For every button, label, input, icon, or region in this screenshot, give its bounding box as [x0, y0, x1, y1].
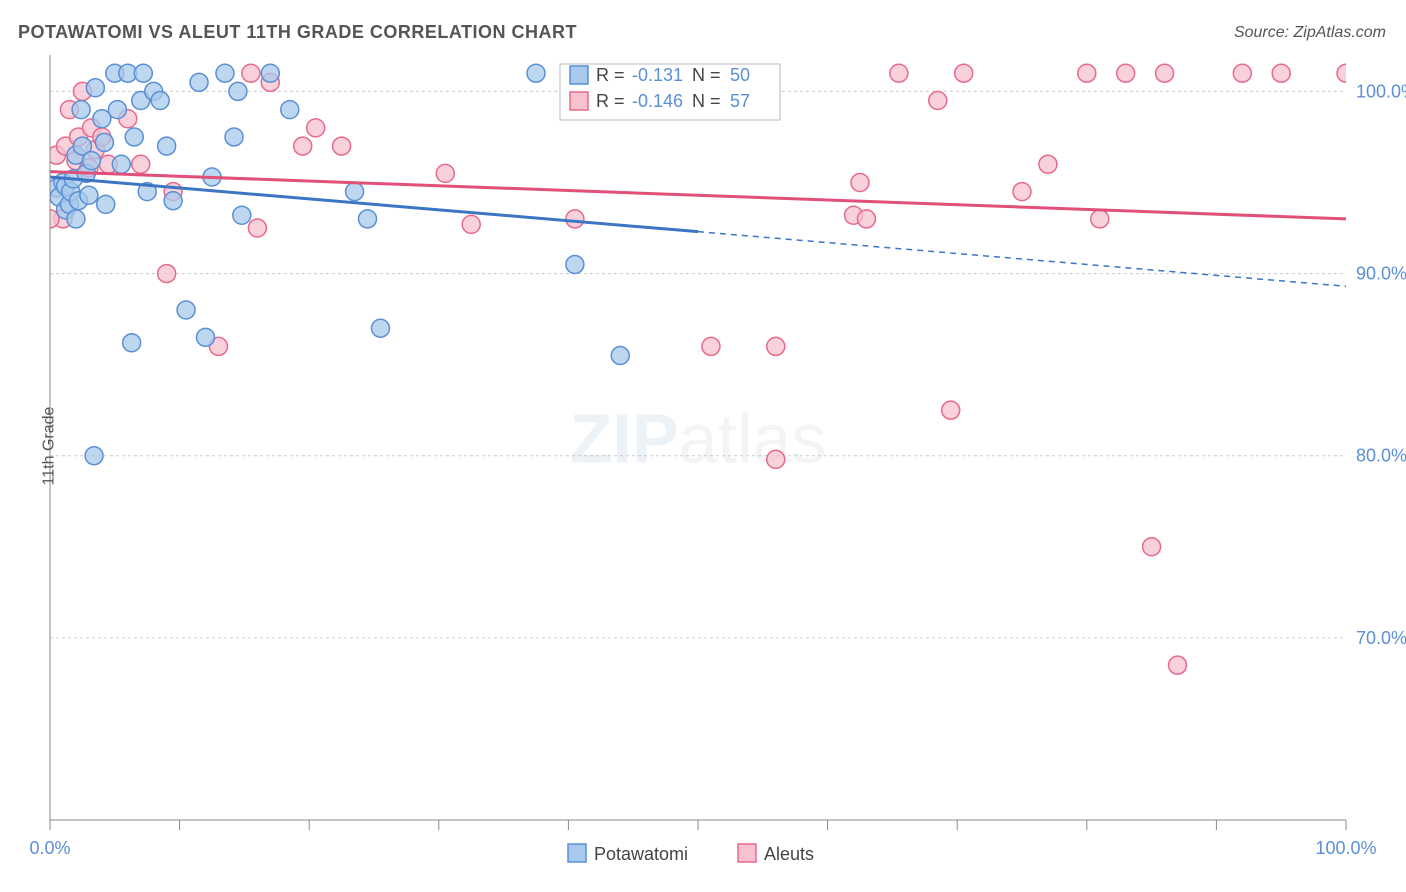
bottom-legend-swatch [738, 844, 756, 862]
data-point [108, 101, 126, 119]
legend-swatch [570, 92, 588, 110]
data-point [566, 210, 584, 228]
x-tick-label: 0.0% [29, 838, 70, 858]
data-point [1337, 64, 1355, 82]
y-tick-label: 100.0% [1356, 81, 1406, 101]
data-point [890, 64, 908, 82]
data-point [158, 265, 176, 283]
data-point [857, 210, 875, 228]
data-point [261, 64, 279, 82]
data-point [67, 210, 85, 228]
data-point [72, 101, 90, 119]
chart-title: POTAWATOMI VS ALEUT 11TH GRADE CORRELATI… [18, 22, 577, 43]
watermark: ZIPatlas [570, 400, 827, 478]
data-point [702, 337, 720, 355]
legend-n-value: 57 [730, 91, 750, 111]
data-point [216, 64, 234, 82]
bottom-legend-label: Aleuts [764, 844, 814, 864]
data-point [462, 215, 480, 233]
y-tick-label: 70.0% [1356, 628, 1406, 648]
scatter-chart: 70.0% 80.0% 90.0% 100.0% ZIPatlas 0.0% 100.0% R… [0, 0, 1406, 892]
y-tick-label: 90.0% [1356, 264, 1406, 284]
data-point [1233, 64, 1251, 82]
data-point [1156, 64, 1174, 82]
legend-r-label: R = [596, 91, 625, 111]
data-point [942, 401, 960, 419]
data-point [225, 128, 243, 146]
data-point [955, 64, 973, 82]
data-point [197, 328, 215, 346]
data-point [307, 119, 325, 137]
data-point [346, 183, 364, 201]
data-point [294, 137, 312, 155]
data-point [767, 450, 785, 468]
data-point [97, 195, 115, 213]
legend-r-value: -0.131 [632, 65, 683, 85]
legend-n-label: N = [692, 91, 721, 111]
data-point [112, 155, 130, 173]
legend-r-label: R = [596, 65, 625, 85]
data-point [1013, 183, 1031, 201]
data-point [851, 174, 869, 192]
data-point [1143, 538, 1161, 556]
legend-r-value: -0.146 [632, 91, 683, 111]
data-point [151, 92, 169, 110]
data-point [1169, 656, 1187, 674]
data-point [233, 206, 251, 224]
data-point [359, 210, 377, 228]
data-point [333, 137, 351, 155]
y-tick-label: 80.0% [1356, 446, 1406, 466]
data-point [611, 347, 629, 365]
data-point [1039, 155, 1057, 173]
data-point [566, 255, 584, 273]
legend-swatch [570, 66, 588, 84]
data-point [929, 92, 947, 110]
data-point [82, 152, 100, 170]
data-point [767, 337, 785, 355]
bottom-legend-swatch [568, 844, 586, 862]
data-point [242, 64, 260, 82]
data-point [190, 73, 208, 91]
data-point [177, 301, 195, 319]
data-point [125, 128, 143, 146]
data-point [85, 447, 103, 465]
data-point [248, 219, 266, 237]
data-point [1078, 64, 1096, 82]
data-point [164, 192, 182, 210]
data-point [158, 137, 176, 155]
data-point [86, 79, 104, 97]
data-point [371, 319, 389, 337]
data-point [1091, 210, 1109, 228]
data-point [123, 334, 141, 352]
data-point [80, 186, 98, 204]
data-point [281, 101, 299, 119]
trend-line-extrapolated [698, 232, 1346, 287]
data-point [95, 133, 113, 151]
legend-n-label: N = [692, 65, 721, 85]
data-point [527, 64, 545, 82]
data-point [436, 164, 454, 182]
data-point [1272, 64, 1290, 82]
legend-n-value: 50 [730, 65, 750, 85]
bottom-legend-label: Potawatomi [594, 844, 688, 864]
data-point [132, 155, 150, 173]
x-tick-label: 100.0% [1315, 838, 1376, 858]
data-point [229, 82, 247, 100]
data-point [134, 64, 152, 82]
source-attribution: Source: ZipAtlas.com [1234, 24, 1386, 42]
data-point [1117, 64, 1135, 82]
y-axis-label: 11th Grade [40, 407, 58, 486]
